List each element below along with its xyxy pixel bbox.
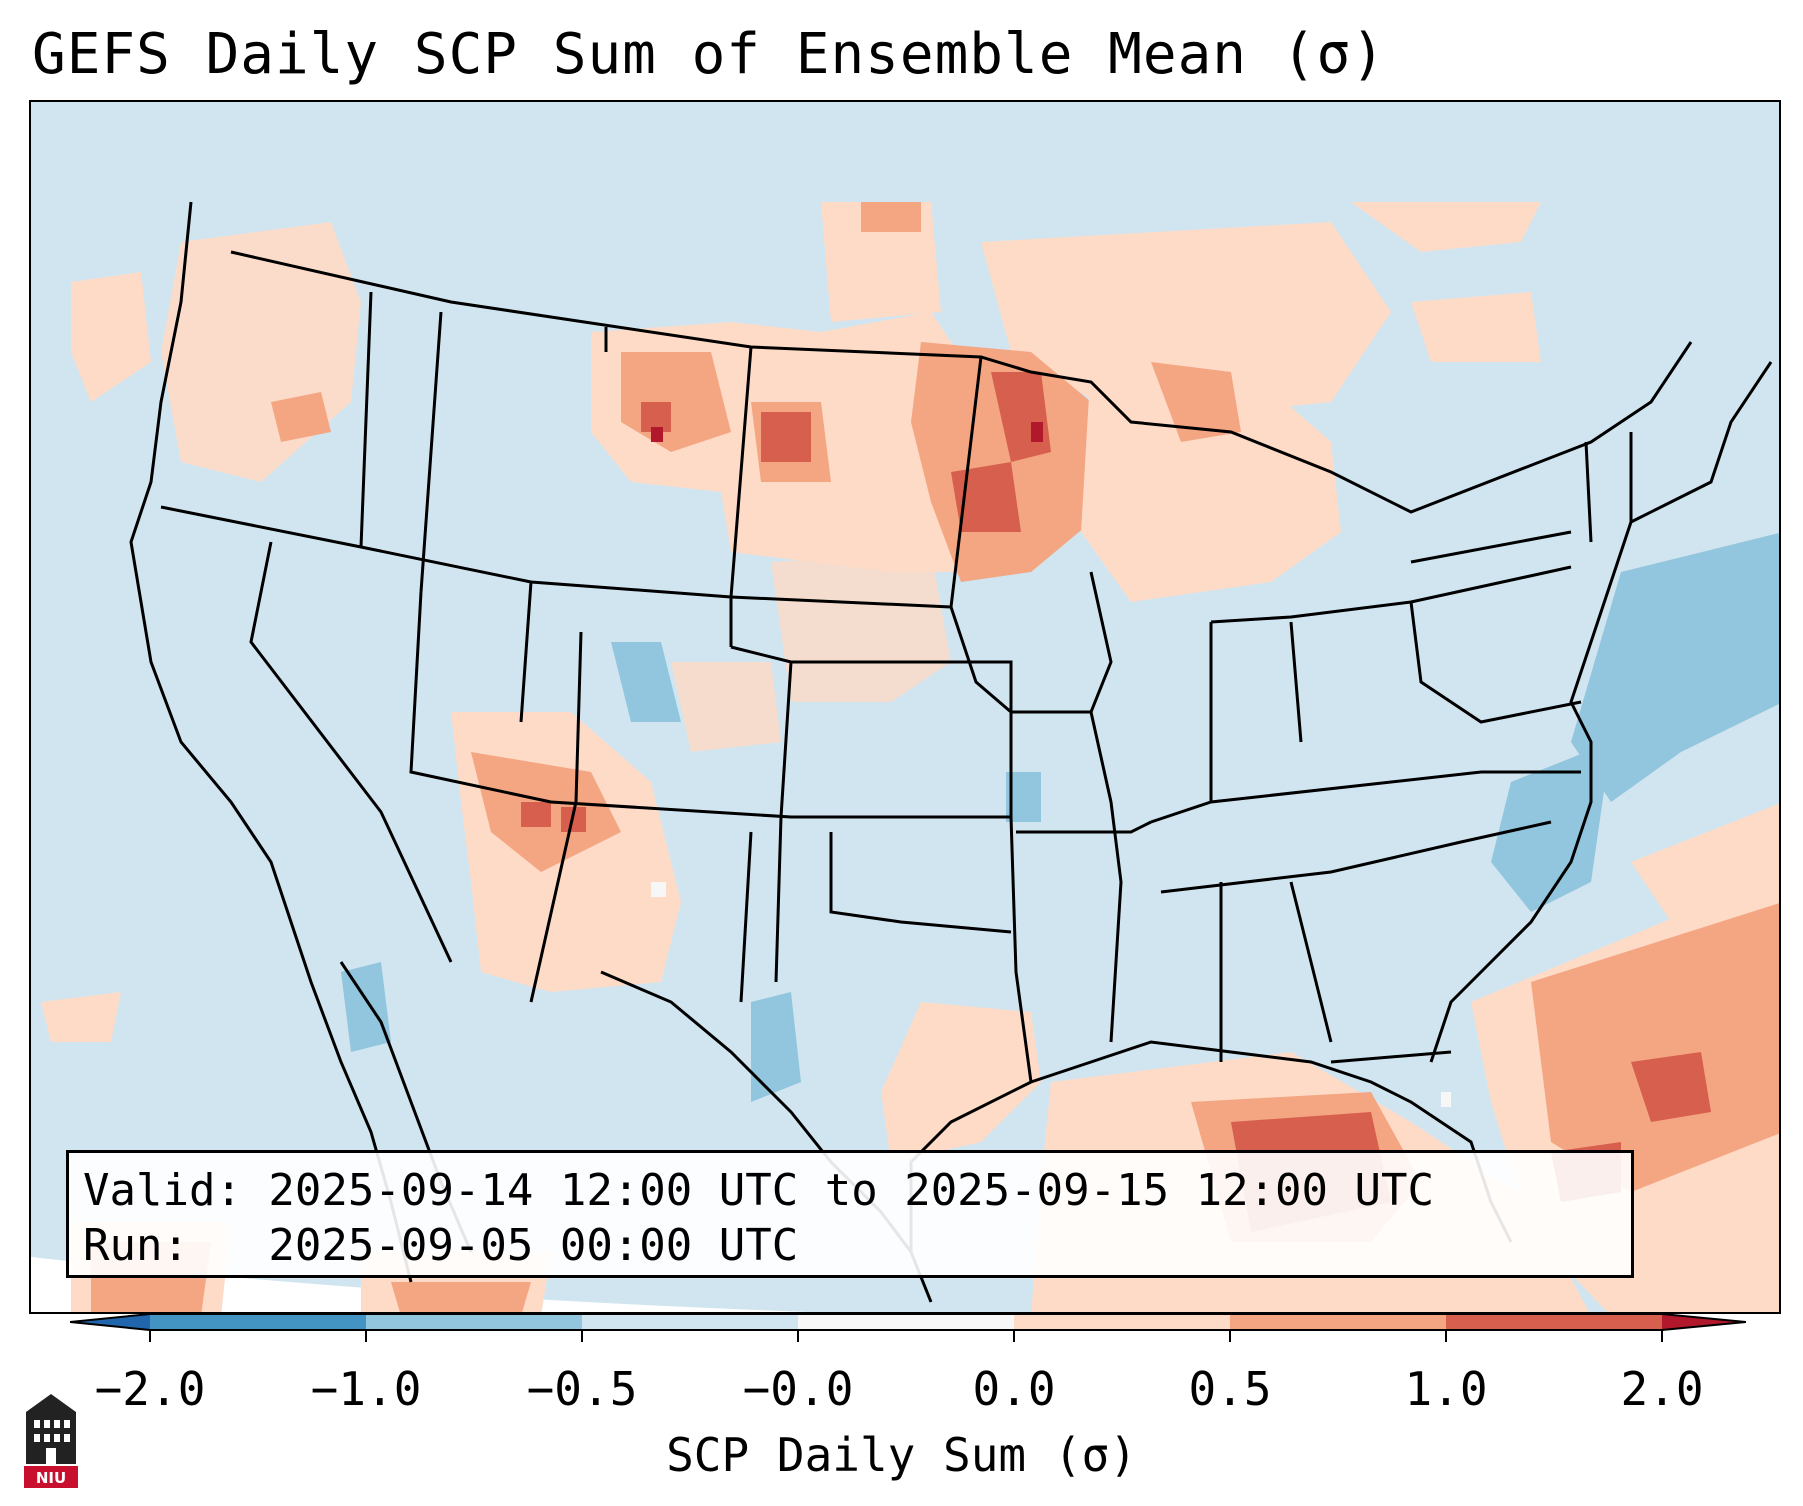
colorbar-segment-5 <box>1014 1314 1230 1330</box>
valid-time-text: Valid: 2025-09-14 12:00 UTC to 2025-09-1… <box>83 1165 1435 1216</box>
colorbar-tick-label: −0.0 <box>742 1362 854 1416</box>
run-time-text: Run: 2025-09-05 00:00 UTC <box>83 1220 799 1271</box>
map-background <box>31 102 1779 1312</box>
colorbar-tick-label: −1.0 <box>310 1362 422 1416</box>
colorbar-segment-7 <box>1446 1314 1662 1330</box>
colorbar-tick-label: 1.0 <box>1404 1362 1488 1416</box>
colorbar-label: SCP Daily Sum (σ) <box>666 1428 1137 1482</box>
valid-time-box: Valid: 2025-09-14 12:00 UTC to 2025-09-1… <box>66 1150 1634 1278</box>
colorbar-under-extension <box>70 1314 150 1330</box>
colorbar-segment-6 <box>1230 1314 1446 1330</box>
colorbar-over-extension <box>1662 1314 1746 1330</box>
off-projection-area <box>31 1257 808 1312</box>
map-title: GEFS Daily SCP Sum of Ensemble Mean (σ) <box>32 22 1386 87</box>
colorbar-tick-label: 0.0 <box>972 1362 1056 1416</box>
colorbar-segment-3 <box>582 1314 798 1330</box>
colorbar-segment-4 <box>798 1314 1014 1330</box>
niu-logo-text: NIU <box>36 1469 66 1487</box>
colorbar-tick-label: −2.0 <box>94 1362 206 1416</box>
colorbar <box>70 1314 1746 1342</box>
colorbar-segment-2 <box>366 1314 582 1330</box>
scp-anomaly-map <box>31 102 1779 1312</box>
colorbar-segment-1 <box>150 1314 366 1330</box>
colorbar-tick-label: 0.5 <box>1188 1362 1272 1416</box>
colorbar-tick-label: 2.0 <box>1620 1362 1704 1416</box>
map-panel <box>29 100 1781 1314</box>
niu-logo-icon: NIU <box>24 1394 78 1488</box>
colorbar-tick-label: −0.5 <box>526 1362 638 1416</box>
